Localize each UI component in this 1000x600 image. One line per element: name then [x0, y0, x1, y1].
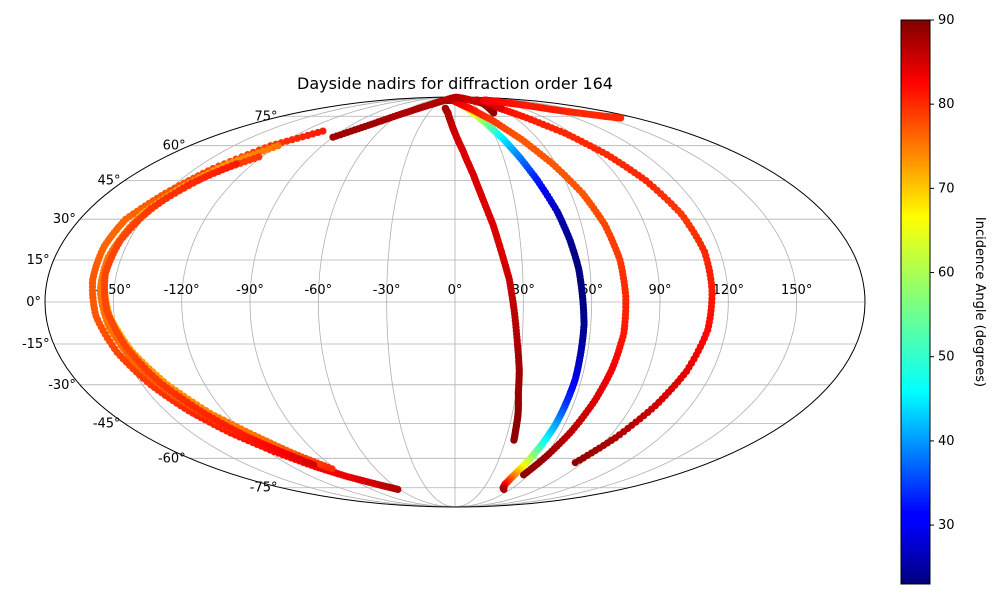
data-point — [283, 137, 291, 145]
longitude-tick-label: 150° — [781, 283, 812, 298]
longitude-tick-label: 120° — [713, 283, 744, 298]
longitude-tick-label: -120° — [164, 283, 200, 298]
colorbar-tick-label: 70 — [938, 181, 955, 196]
latitude-tick-label: -60° — [158, 451, 186, 466]
colorbar-tick-label: 80 — [938, 97, 955, 112]
latitude-tick-label: 15° — [27, 253, 50, 268]
data-point — [571, 459, 579, 467]
latitude-tick-label: -45° — [93, 416, 121, 431]
latitude-tick-label: 60° — [163, 139, 186, 154]
latitude-tick-label: 75° — [254, 109, 277, 124]
data-point — [500, 485, 508, 493]
colorbar-tick-label: 30 — [938, 518, 955, 533]
map-grid — [45, 97, 865, 507]
data-point — [467, 96, 475, 104]
colorbar-tick-label: 40 — [938, 434, 955, 449]
colorbar-ticks: 30 40 50 60 70 80 90 — [930, 13, 955, 533]
data-point — [310, 461, 318, 469]
data-point — [510, 436, 518, 444]
latitude-tick-labels: 75° 60° 45° 30° 15° 0° -15° -30° -45° -60° -75° — [22, 109, 278, 495]
colorbar-tick-label: 60 — [938, 266, 955, 281]
longitude-tick-label: -60° — [304, 283, 332, 298]
longitude-tick-label: 60° — [580, 283, 603, 298]
latitude-tick-label: -30° — [48, 378, 76, 393]
longitude-tick-labels: -150° -120° -90° -60° -30° 0° 30° 60° 90° 120° 150… — [95, 283, 812, 298]
latitude-tick-label: 0° — [26, 295, 41, 310]
latitude-tick-label: 45° — [98, 174, 121, 189]
latitude-tick-label: -15° — [22, 337, 50, 352]
longitude-tick-label: 30° — [512, 283, 535, 298]
chart-title: Dayside nadirs for diffraction order 164 — [297, 74, 613, 93]
longitude-tick-label: -30° — [373, 283, 401, 298]
data-point — [520, 471, 528, 479]
longitude-tick-label: 0° — [448, 283, 463, 298]
longitude-tick-label: -90° — [236, 283, 264, 298]
colorbar: 30 40 50 60 70 80 90 Incidence Angle (degrees) — [900, 13, 987, 585]
longitude-tick-label: 90° — [648, 283, 671, 298]
data-point — [617, 114, 625, 122]
data-point — [394, 485, 402, 493]
latitude-tick-label: 30° — [53, 212, 76, 227]
data-point — [328, 465, 336, 473]
colorbar-tick-label: 90 — [938, 13, 955, 28]
colorbar-tick-label: 50 — [938, 350, 955, 365]
data-points — [88, 93, 716, 493]
colorbar-label: Incidence Angle (degrees) — [972, 217, 987, 387]
colorbar-gradient — [900, 19, 931, 585]
latitude-tick-label: -75° — [250, 481, 278, 496]
